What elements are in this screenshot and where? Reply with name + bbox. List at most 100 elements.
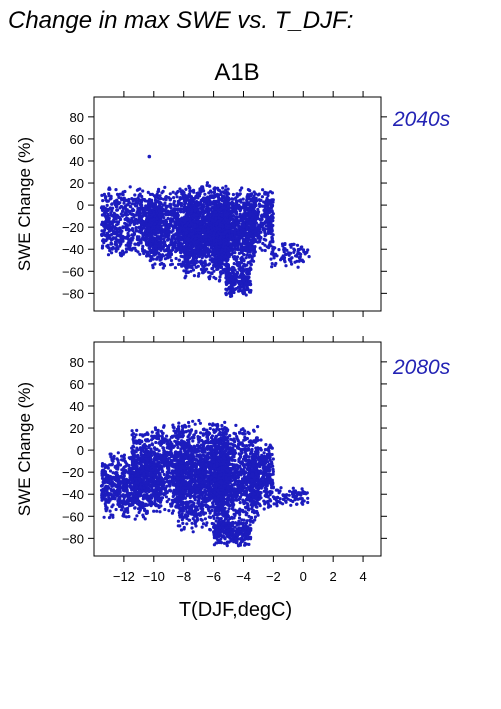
- data-point: [192, 219, 196, 224]
- data-point: [217, 197, 221, 201]
- data-point: [271, 233, 275, 237]
- data-point: [307, 255, 311, 259]
- data-point: [212, 248, 216, 252]
- data-point: [157, 251, 161, 255]
- data-point: [155, 207, 159, 211]
- data-point: [277, 248, 281, 252]
- data-point: [131, 207, 135, 211]
- data-point: [218, 262, 223, 266]
- data-point: [107, 187, 111, 191]
- data-point: [139, 217, 143, 222]
- data-point: [229, 252, 234, 256]
- data-point: [184, 231, 188, 235]
- data-point: [266, 230, 270, 234]
- data-point: [135, 229, 139, 233]
- data-point: [159, 224, 163, 228]
- data-point: [147, 215, 151, 219]
- data-point: [135, 514, 139, 518]
- data-point: [236, 245, 240, 249]
- data-point: [270, 229, 274, 233]
- data-point: [190, 266, 194, 270]
- data-point: [204, 238, 208, 242]
- data-point: [135, 201, 139, 205]
- data-point: [167, 237, 171, 241]
- data-point: [147, 233, 151, 237]
- data-point: [263, 248, 267, 253]
- data-point: [230, 201, 234, 205]
- data-point: [248, 220, 252, 224]
- data-point: [136, 250, 140, 254]
- data-point: [218, 219, 222, 223]
- data-point: [193, 250, 197, 254]
- data-point: [114, 249, 118, 253]
- data-point: [246, 193, 250, 197]
- data-point: [145, 237, 149, 241]
- data-point: [149, 242, 153, 246]
- data-point: [193, 260, 197, 264]
- data-point: [195, 234, 199, 238]
- data-point: [220, 249, 224, 254]
- data-point: [161, 266, 165, 270]
- data-point: [205, 241, 209, 245]
- data-point: [207, 227, 211, 231]
- data-point: [198, 187, 202, 191]
- data-point: [129, 218, 133, 223]
- data-point: [126, 510, 130, 514]
- data-point: [155, 257, 159, 261]
- data-point: [250, 212, 254, 216]
- data-point: [164, 253, 168, 257]
- data-point: [201, 210, 205, 214]
- data-point: [203, 247, 207, 251]
- data-point: [114, 247, 118, 251]
- data-point: [176, 242, 180, 246]
- data-point: [203, 192, 207, 196]
- data-point: [208, 254, 212, 258]
- data-point: [258, 236, 263, 240]
- data-point: [131, 246, 135, 250]
- data-point: [247, 242, 251, 246]
- data-point: [267, 223, 271, 227]
- data-point: [169, 241, 173, 245]
- data-point: [192, 206, 196, 210]
- data-point: [161, 212, 165, 216]
- data-point: [232, 266, 236, 270]
- data-point: [215, 267, 219, 271]
- data-point: [167, 248, 171, 252]
- data-point: [247, 255, 251, 259]
- data-point: [116, 214, 120, 218]
- data-point: [101, 239, 105, 243]
- data-point: [306, 248, 310, 252]
- data-point: [196, 228, 200, 232]
- data-point: [145, 207, 149, 211]
- data-point: [200, 216, 204, 220]
- data-point: [156, 200, 160, 204]
- data-point: [238, 192, 242, 196]
- data-point: [146, 190, 150, 194]
- data-point: [112, 231, 117, 235]
- data-point: [250, 257, 254, 261]
- data-point: [257, 226, 261, 230]
- data-point: [147, 154, 152, 159]
- data-point: [257, 240, 261, 244]
- data-point: [224, 264, 229, 268]
- data-point: [151, 263, 155, 267]
- data-point: [162, 229, 166, 234]
- data-point: [187, 255, 192, 259]
- data-point: [264, 203, 268, 207]
- data-point: [257, 192, 261, 196]
- data-point: [231, 290, 235, 294]
- data-point: [293, 260, 297, 264]
- data-point: [142, 251, 146, 256]
- data-point: [290, 243, 294, 247]
- data-point: [202, 189, 206, 193]
- data-point: [220, 213, 224, 218]
- data-point: [141, 232, 145, 236]
- data-point: [179, 250, 183, 255]
- data-point: [148, 248, 152, 252]
- data-point: [207, 211, 211, 215]
- data-point: [131, 228, 135, 233]
- data-point: [106, 235, 110, 239]
- data-point: [247, 238, 251, 242]
- data-point: [268, 241, 272, 245]
- data-point: [115, 208, 120, 212]
